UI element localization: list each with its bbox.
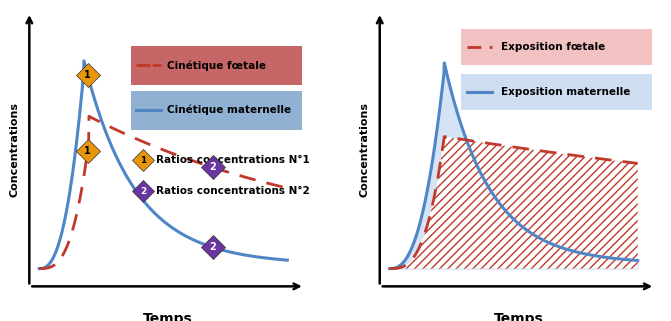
Text: 2: 2 [209, 162, 216, 172]
Text: Exposition maternelle: Exposition maternelle [501, 87, 630, 97]
FancyBboxPatch shape [462, 74, 652, 110]
FancyBboxPatch shape [462, 29, 652, 65]
Text: 1: 1 [85, 70, 91, 80]
Text: Ratios concentrations N°1: Ratios concentrations N°1 [156, 155, 309, 165]
Text: Exposition fœtale: Exposition fœtale [501, 42, 605, 52]
FancyBboxPatch shape [131, 91, 301, 130]
Text: Ratios concentrations N°2: Ratios concentrations N°2 [156, 186, 309, 196]
Text: Concentrations: Concentrations [9, 102, 19, 197]
Text: Temps: Temps [494, 312, 544, 321]
Text: Cinétique fœtale: Cinétique fœtale [167, 60, 266, 71]
Text: Cinétique maternelle: Cinétique maternelle [167, 105, 291, 116]
Text: 1: 1 [85, 146, 91, 156]
Text: 2: 2 [209, 242, 216, 252]
Text: 1: 1 [140, 156, 146, 165]
Text: Temps: Temps [144, 312, 193, 321]
Text: Concentrations: Concentrations [360, 102, 370, 197]
FancyBboxPatch shape [131, 46, 301, 85]
Text: 2: 2 [140, 187, 146, 196]
